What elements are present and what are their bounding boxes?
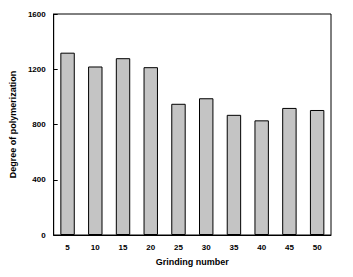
svg-text:35: 35 bbox=[229, 243, 238, 252]
svg-text:1200: 1200 bbox=[28, 65, 46, 74]
svg-text:25: 25 bbox=[174, 243, 183, 252]
svg-text:400: 400 bbox=[32, 175, 46, 184]
svg-text:Grinding number: Grinding number bbox=[156, 257, 229, 267]
svg-text:20: 20 bbox=[146, 243, 155, 252]
svg-text:10: 10 bbox=[91, 243, 100, 252]
svg-text:50: 50 bbox=[313, 243, 322, 252]
svg-text:5: 5 bbox=[65, 243, 70, 252]
svg-text:30: 30 bbox=[202, 243, 211, 252]
svg-text:Degree of polymerization: Degree of polymerization bbox=[8, 71, 18, 179]
svg-text:15: 15 bbox=[119, 243, 128, 252]
svg-text:0: 0 bbox=[41, 231, 46, 240]
svg-text:40: 40 bbox=[257, 243, 266, 252]
svg-text:45: 45 bbox=[285, 243, 294, 252]
svg-text:1600: 1600 bbox=[28, 10, 46, 19]
svg-text:800: 800 bbox=[32, 120, 46, 129]
